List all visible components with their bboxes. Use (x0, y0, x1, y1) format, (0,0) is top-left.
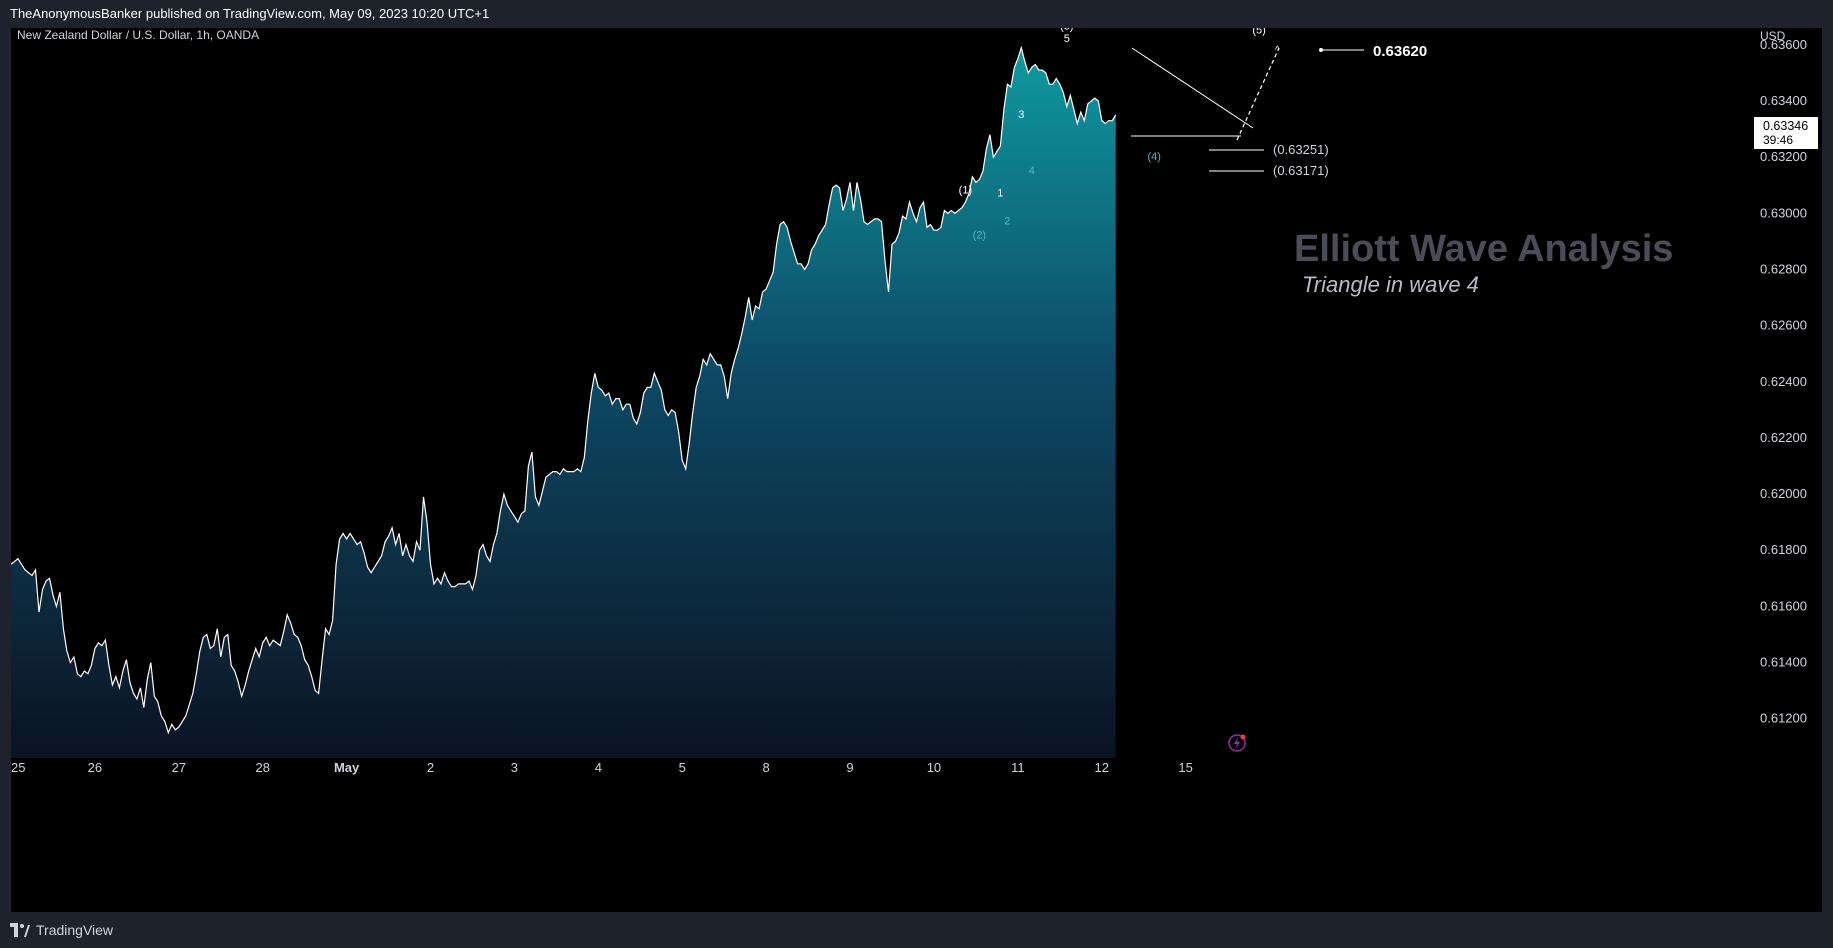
wave-label: 1 (997, 187, 1003, 199)
wave-label: (4) (1147, 151, 1160, 163)
chart-title: Elliott Wave Analysis (1294, 228, 1673, 270)
x-tick-label: 3 (511, 760, 518, 775)
x-tick-label: 8 (763, 760, 770, 775)
wave-label: 3 (1018, 109, 1024, 121)
tradingview-logo[interactable]: TradingView (10, 921, 113, 939)
symbol-label: New Zealand Dollar / U.S. Dollar, 1h, OA… (17, 28, 259, 42)
x-tick-label: May (334, 760, 360, 775)
countdown-value: 39:46 (1763, 133, 1793, 147)
y-tick-label: 0.62200 (1760, 430, 1807, 445)
y-tick-label: 0.63200 (1760, 149, 1807, 164)
triangle-upper-trendline (1131, 47, 1254, 129)
y-tick-label: 0.62600 (1760, 318, 1807, 333)
lightning-alert-icon[interactable] (1228, 734, 1246, 752)
wave-label: 5 (1064, 33, 1070, 45)
wave-label: (1) (959, 185, 972, 197)
y-tick-label: 0.63600 (1760, 37, 1807, 52)
last-price-tag[interactable]: 0.63346 39:46 (1754, 117, 1818, 149)
wave-label: (5) (1252, 28, 1265, 37)
wave5-projection (1236, 47, 1280, 141)
x-tick-label: 12 (1095, 760, 1109, 775)
wave-labels: (3)5 3 4 (1) 1 2 (2) (4) (5) (959, 28, 1266, 242)
footer-brand: TradingView (36, 922, 114, 938)
x-tick-label: 10 (927, 760, 941, 775)
wave-label: 4 (1029, 165, 1035, 177)
target-marker (1319, 48, 1323, 52)
wave-label: 2 (1004, 216, 1010, 228)
x-axis[interactable]: 25 26 27 28 May 2 3 4 5 8 9 10 11 12 15 (11, 760, 1193, 775)
y-tick-label: 0.61400 (1760, 655, 1807, 670)
price-area-fill (11, 47, 1116, 758)
level-label-2: (0.63171) (1273, 163, 1329, 178)
projection-arrowhead: ^ (1275, 45, 1280, 56)
publisher-header: TheAnonymousBanker published on TradingV… (0, 0, 1833, 28)
wave-label: (2) (973, 230, 986, 242)
tradingview-logo-icon (10, 923, 30, 937)
y-tick-label: 0.61200 (1760, 711, 1807, 726)
y-tick-label: 0.63000 (1760, 205, 1807, 220)
chart-subtitle: Triangle in wave 4 (1302, 272, 1479, 297)
price-chart[interactable]: New Zealand Dollar / U.S. Dollar, 1h, OA… (11, 28, 1822, 912)
x-tick-label: 28 (255, 760, 269, 775)
wave-label: (3) (1060, 28, 1073, 32)
y-tick-label: 0.61800 (1760, 542, 1807, 557)
x-tick-label: 26 (88, 760, 102, 775)
x-tick-label: 2 (427, 760, 434, 775)
y-tick-label: 0.62400 (1760, 374, 1807, 389)
y-axis[interactable]: 0.63600 0.63400 0.63200 0.63000 0.62800 0.626… (1760, 37, 1807, 726)
currency-label: USD (1760, 29, 1786, 43)
y-tick-label: 0.61600 (1760, 598, 1807, 613)
y-tick-label: 0.62800 (1760, 261, 1807, 276)
x-tick-label: 5 (679, 760, 686, 775)
y-tick-label: 0.63400 (1760, 93, 1807, 108)
publisher-line: TheAnonymousBanker published on TradingV… (10, 6, 490, 21)
x-tick-label: 9 (846, 760, 853, 775)
target-price-label: 0.63620 (1373, 43, 1427, 60)
chart-area[interactable]: New Zealand Dollar / U.S. Dollar, 1h, OA… (11, 28, 1822, 912)
level-label-1: (0.63251) (1273, 142, 1329, 157)
last-price-value: 0.63346 (1763, 119, 1808, 133)
x-tick-label: 15 (1178, 760, 1192, 775)
footer: TradingView (0, 912, 1833, 948)
x-tick-label: 4 (595, 760, 602, 775)
x-tick-label: 11 (1011, 760, 1025, 775)
price-line (11, 45, 1117, 735)
x-tick-label: 27 (172, 760, 186, 775)
y-tick-label: 0.62000 (1760, 486, 1807, 501)
x-tick-label: 25 (11, 760, 25, 775)
